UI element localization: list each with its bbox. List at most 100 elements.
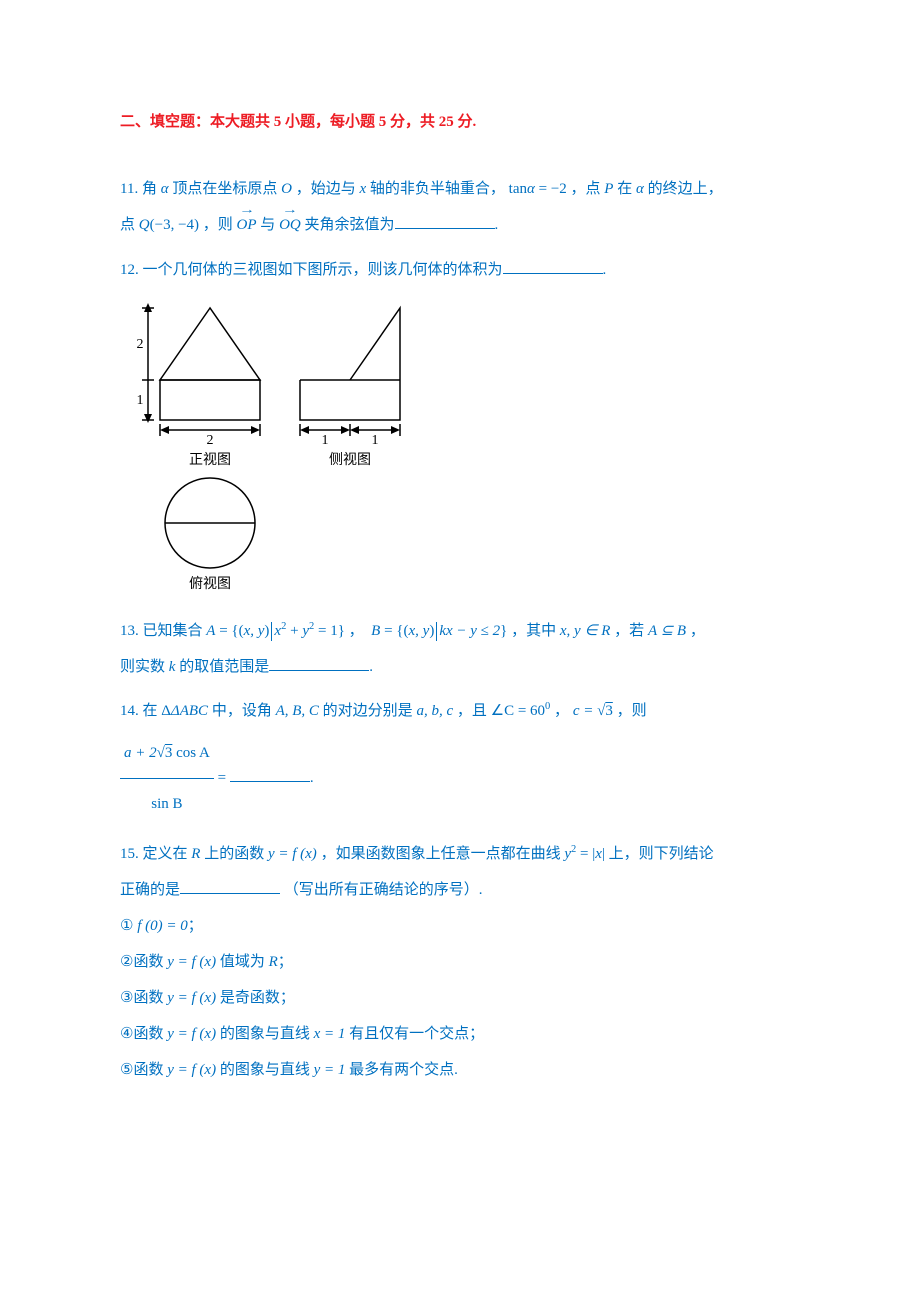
- tan: tan: [509, 181, 527, 197]
- eq: = {(: [215, 623, 243, 639]
- text: 正确的是: [120, 882, 180, 898]
- text: 上的函数: [204, 846, 268, 862]
- top-view: 俯视图: [165, 478, 255, 592]
- text: ，: [554, 703, 569, 719]
- yfx: y = f (x): [167, 1026, 216, 1042]
- item-4-text: 有且仅有一个交点；: [345, 1026, 484, 1042]
- x1: x = 1: [314, 1026, 346, 1042]
- text: ，若: [614, 623, 648, 639]
- text: ，: [690, 623, 705, 639]
- yfx: y = f (x): [167, 990, 216, 1006]
- xyr: x, y ∈ R: [560, 623, 611, 639]
- set-bar: [436, 622, 437, 642]
- angle-C: ∠C = 600: [491, 703, 551, 719]
- item-4-num: ④: [120, 1026, 133, 1042]
- text: ，: [349, 623, 364, 639]
- text: ，点: [571, 181, 605, 197]
- alpha: α: [527, 181, 535, 197]
- dim-label: 1: [322, 433, 329, 448]
- view-label-top: 俯视图: [189, 576, 231, 592]
- q-number: 11.: [120, 181, 138, 197]
- text: 的终边上，: [648, 181, 723, 197]
- asub: A ⊆ B: [648, 623, 686, 639]
- item-3-num: ③: [120, 990, 133, 1006]
- item-1: f (0) = 0: [133, 918, 187, 934]
- text: ，则: [617, 703, 647, 719]
- text: （写出所有正确结论的序号）.: [284, 882, 483, 898]
- dim-label: 1: [372, 433, 379, 448]
- text: 角: [142, 181, 161, 197]
- var-P: P: [604, 181, 613, 197]
- R: R: [191, 846, 200, 862]
- sides: a, b, c: [416, 703, 453, 719]
- q-number: 15.: [120, 846, 139, 862]
- rb: }: [500, 623, 507, 639]
- text: ，其中: [511, 623, 560, 639]
- q-number: 12.: [120, 262, 139, 278]
- text: 一个几何体的三视图如下图所示，则该几何体的体积为: [143, 262, 503, 278]
- item-1-num: ①: [120, 918, 133, 934]
- diagram-svg: 2 1 2 正视图: [130, 298, 410, 598]
- set-B: B: [371, 623, 380, 639]
- text: 在: [617, 181, 636, 197]
- var-Q: Q: [139, 217, 150, 233]
- var-O: O: [281, 181, 292, 197]
- dim-label: 2: [207, 433, 214, 448]
- front-view: 2 1 2 正视图: [137, 303, 261, 468]
- answer-blank: [230, 767, 310, 782]
- text: ，如果函数图象上任意一点都在曲线: [321, 846, 565, 862]
- c-eq: c =: [573, 703, 597, 719]
- yfx: y = f (x): [167, 954, 216, 970]
- eq1: = 1}: [314, 623, 345, 639]
- period: .: [495, 217, 499, 233]
- item-4-text: 的图象与直线: [216, 1026, 314, 1042]
- period: .: [603, 262, 607, 278]
- y2: y: [564, 846, 571, 862]
- item-5-text: 最多有两个交点.: [345, 1062, 458, 1078]
- vector-OQ: OQ: [279, 207, 301, 243]
- eq: =: [218, 770, 230, 786]
- text: 顶点在坐标原点: [172, 181, 281, 197]
- triangle-ABC: ΔΔABC: [161, 703, 208, 719]
- R: R: [269, 954, 278, 970]
- text: 在: [143, 703, 162, 719]
- dim-label: 2: [137, 337, 144, 352]
- question-15: 15. 定义在 R 上的函数 y = f (x) ，如果函数图象上任意一点都在曲…: [120, 836, 800, 1088]
- item-5-text: 函数: [133, 1062, 167, 1078]
- item-2-text: 函数: [133, 954, 167, 970]
- coord: (−3, −4): [150, 217, 199, 233]
- text: ，且: [457, 703, 491, 719]
- item-3-text: 函数: [133, 990, 167, 1006]
- section-header: 二、填空题：本大题共 5 小题，每小题 5 分，共 25 分.: [120, 110, 800, 131]
- alpha: α: [636, 181, 644, 197]
- q-number: 13.: [120, 623, 139, 639]
- answer-blank: [180, 879, 280, 894]
- text: 定义在: [143, 846, 192, 862]
- fraction: a + 2√3 cos A sin B: [120, 729, 214, 828]
- text: 已知集合: [143, 623, 207, 639]
- semi: ；: [188, 918, 203, 934]
- question-11: 11. 角 α 顶点在坐标原点 O ，始边与 x 轴的非负半轴重合， tanα …: [120, 171, 800, 243]
- cond: y: [302, 623, 309, 639]
- q-number: 14.: [120, 703, 139, 719]
- text: 的对边分别是: [323, 703, 417, 719]
- yfx: y = f (x): [167, 1062, 216, 1078]
- question-14: 14. 在 ΔΔABC 中，设角 A, B, C 的对边分别是 a, b, c …: [120, 693, 800, 828]
- item-4-text: 函数: [133, 1026, 167, 1042]
- sqrt3: √3: [597, 703, 613, 719]
- item-5-text: 的图象与直线: [216, 1062, 314, 1078]
- eq: = −2: [535, 181, 567, 197]
- question-12: 12. 一个几何体的三视图如下图所示，则该几何体的体积为.: [120, 251, 800, 290]
- vector-OP: OP: [237, 207, 257, 243]
- angles: A, B, C: [276, 703, 319, 719]
- period: .: [310, 770, 314, 786]
- xy: x, y: [244, 623, 265, 639]
- set-bar: [271, 622, 272, 642]
- dim-label: 1: [137, 393, 144, 408]
- item-3-text: 是奇函数；: [216, 990, 295, 1006]
- eq: =: [576, 846, 592, 862]
- abs: |x|: [592, 846, 605, 862]
- item-2-num: ②: [120, 954, 133, 970]
- alpha: α: [161, 181, 169, 197]
- cond: kx − y ≤ 2: [439, 623, 500, 639]
